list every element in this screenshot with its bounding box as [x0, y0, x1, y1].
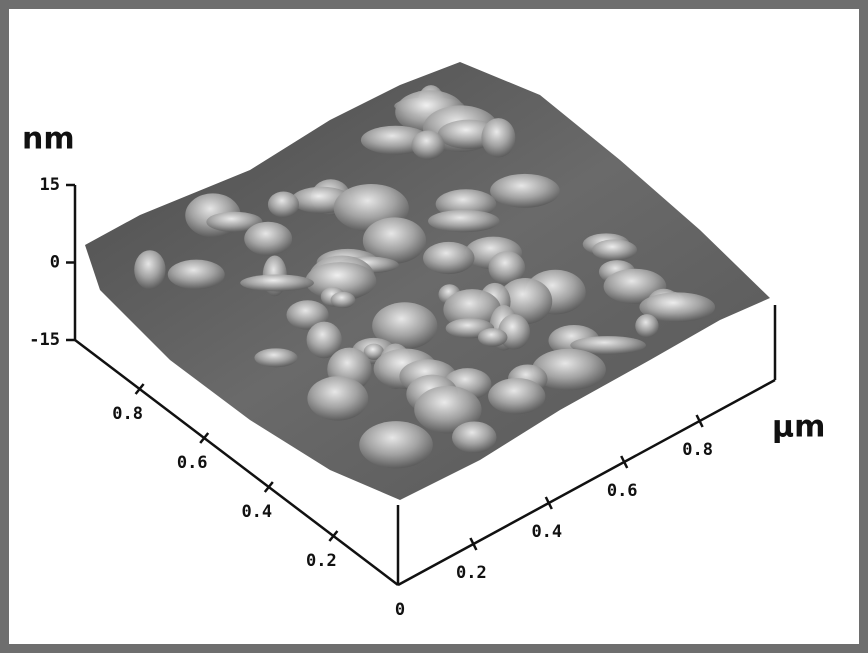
x-tick-label: 0.4: [531, 522, 562, 542]
z-tick-label: 15: [40, 175, 60, 195]
surface-bump: [307, 376, 368, 420]
surface-bump: [452, 421, 497, 453]
surface-chart: nm μm -15 0 15 0 0.2 0.4 0.6 0.8 0.2 0.4 0.6 0.8: [0, 0, 868, 653]
surface-bump: [168, 260, 225, 290]
surface-bump: [412, 131, 445, 160]
z-tick-label: -15: [29, 330, 60, 350]
surface-bump: [490, 174, 560, 208]
surface-bump: [592, 239, 637, 260]
y-tick-label: 0.8: [112, 404, 143, 424]
x-tick-label: 0: [395, 600, 405, 620]
surface-bump: [423, 242, 474, 274]
z-tick-label: 0: [50, 253, 60, 273]
x-tick-label: 0.8: [682, 440, 713, 460]
surface-bump: [268, 191, 299, 217]
surface-bump: [359, 421, 433, 468]
surface-bump: [331, 292, 356, 308]
y-tick-label: 0.4: [241, 502, 272, 522]
height-surface: [85, 62, 770, 500]
y-tick-label: 0.6: [177, 453, 208, 473]
surface-bump: [635, 314, 658, 337]
surface-bump: [428, 210, 499, 232]
surface-bump: [488, 378, 545, 414]
x-tick-label: 0.6: [607, 481, 638, 501]
surface-bump: [244, 222, 292, 256]
surface-bump: [134, 250, 165, 289]
x-axis-label: μm: [772, 410, 825, 445]
surface-bump: [254, 348, 297, 367]
y-tick-label: 0.2: [306, 551, 337, 571]
surface-bump: [478, 328, 508, 346]
x-tick-label: 0.2: [456, 563, 487, 583]
figure-frame: nm μm -15 0 15 0 0.2 0.4 0.6 0.8 0.2 0.4 0.6 0.8: [0, 0, 868, 653]
surface-bump: [481, 118, 515, 157]
z-axis-label: nm: [22, 122, 75, 157]
surface-bump: [240, 275, 314, 292]
